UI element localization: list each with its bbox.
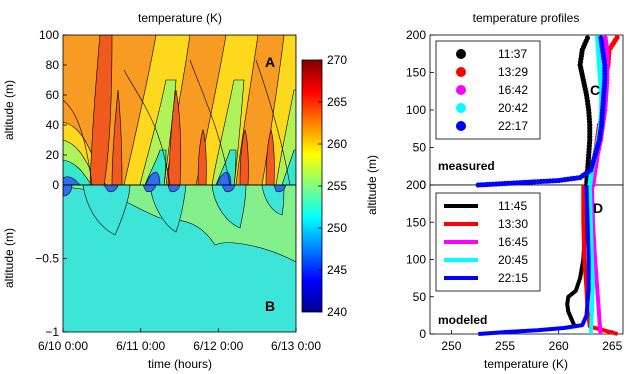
series-line-20:45 xyxy=(587,184,595,335)
panel-label-C: C xyxy=(590,82,600,98)
upper-contour-field xyxy=(63,35,296,185)
annotation-measured: measured xyxy=(438,159,495,173)
panel-label-D: D xyxy=(593,200,603,216)
y-tick-label: 100 xyxy=(39,28,59,42)
series-point-13:29 xyxy=(614,34,620,41)
colorbar-tick-label: 260 xyxy=(327,137,347,151)
legend-label: 13:29 xyxy=(498,65,528,79)
y-tick-label: 0 xyxy=(419,178,426,192)
x-tick-label: 260 xyxy=(549,339,569,353)
series-point-22:17 xyxy=(598,35,604,41)
series-line-22:15 xyxy=(478,184,591,336)
heatmap-title: temperature (K) xyxy=(138,11,222,25)
y-tick-label: 200 xyxy=(406,178,426,192)
y-tick-label: 60 xyxy=(46,88,60,102)
y-tick-label: 0 xyxy=(419,327,426,341)
legend-label: 13:30 xyxy=(498,217,528,231)
x-tick-label: 6/10 0:00 xyxy=(38,339,88,353)
panel-C-series xyxy=(475,34,620,188)
colorbar-tick-label: 265 xyxy=(327,95,347,109)
y-tick-label: 0 xyxy=(52,178,59,192)
y-tick-label: 150 xyxy=(406,66,426,80)
x-tick-label: 6/12 0:00 xyxy=(193,339,243,353)
panel-label-A: A xyxy=(265,54,275,70)
profiles-title: temperature profiles xyxy=(473,11,580,25)
legend-label: 11:37 xyxy=(498,47,527,61)
legend-label: 20:45 xyxy=(498,253,528,267)
y-tick-label: 40 xyxy=(46,118,60,132)
x-tick-label: 250 xyxy=(441,339,461,353)
series-point-11:37 xyxy=(584,35,591,41)
legend-swatch xyxy=(456,103,466,113)
y-tick-label: 100 xyxy=(406,253,426,267)
legend-label: 16:45 xyxy=(498,235,528,249)
upper-ylabel: altitude (m) xyxy=(2,80,16,140)
legend-label: 16:42 xyxy=(498,83,528,97)
x-tick-label: 255 xyxy=(495,339,515,353)
legend-label: 22:17 xyxy=(498,119,528,133)
series-line-16:45 xyxy=(589,184,603,335)
x-tick-label: 6/13 0:00 xyxy=(271,339,321,353)
panel-label-B: B xyxy=(265,298,275,314)
y-tick-label: 20 xyxy=(46,148,60,162)
legend-label: 20:42 xyxy=(498,101,528,115)
panel-D-series xyxy=(478,184,619,336)
colorbar-tick-label: 270 xyxy=(327,53,347,67)
series-point-16:42 xyxy=(602,35,608,41)
profiles-ylabel: altitude (m) xyxy=(365,155,379,215)
colorbar-tick-label: 255 xyxy=(327,179,347,193)
colorbar-ticks: 240 245 250 255 260 265 270 xyxy=(318,53,347,319)
lower-ylabel: altitude (m) xyxy=(2,228,16,288)
colorbar-tick-label: 250 xyxy=(327,221,347,235)
y-tick-label: 100 xyxy=(406,103,426,117)
y-tick-label: 50 xyxy=(413,290,427,304)
legend-label: 22:15 xyxy=(498,271,528,285)
y-tick-label: 50 xyxy=(413,141,427,155)
legend-swatch xyxy=(456,85,466,95)
annotation-modeled: modeled xyxy=(438,313,487,327)
x-tick-label: 6/11 0:00 xyxy=(116,339,165,353)
y-tick-label: −1 xyxy=(45,325,59,339)
profiles-xlabel: temperature (K) xyxy=(484,357,568,371)
y-tick-label: 150 xyxy=(406,215,426,229)
legend-D: 11:45 13:30 16:45 20:45 22:15 xyxy=(435,192,541,292)
legend-label: 11:45 xyxy=(498,199,527,213)
x-tick-label: 265 xyxy=(602,339,622,353)
colorbar-tick-label: 245 xyxy=(327,263,347,277)
y-tick-label: 200 xyxy=(406,28,426,42)
legend-swatch xyxy=(456,121,466,131)
legend-swatch xyxy=(456,49,466,59)
legend-C: 11:37 13:29 16:42 20:42 22:17 xyxy=(435,40,541,140)
y-tick-label: 80 xyxy=(46,58,60,72)
legend-swatch xyxy=(456,67,466,77)
y-tick-label: −0.5 xyxy=(35,252,59,266)
lower-contour-field xyxy=(63,185,296,332)
heatmap-xlabel: time (hours) xyxy=(148,357,212,371)
heatmap-axes: 6/10 0:00 6/11 0:00 6/12 0:00 6/13 0:00 0 20 4… xyxy=(35,28,321,353)
colorbar-tick-label: 240 xyxy=(327,305,347,319)
